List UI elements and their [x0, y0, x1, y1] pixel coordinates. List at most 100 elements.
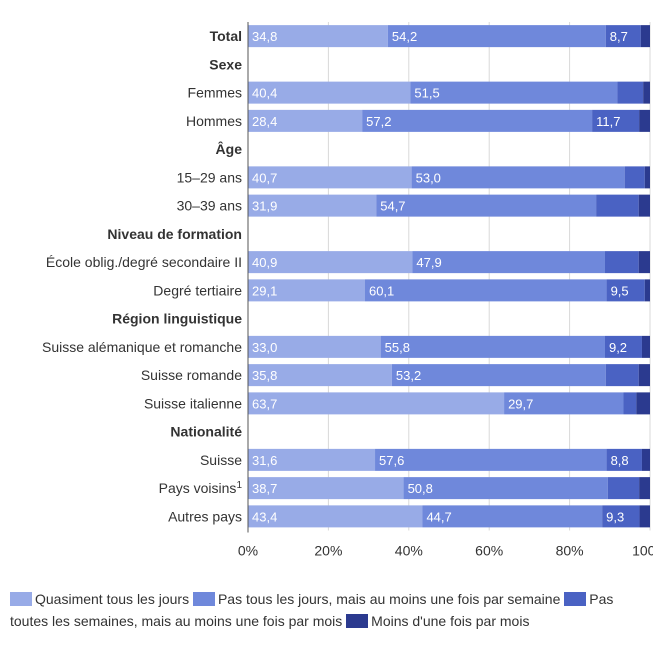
- bar-segment: [638, 194, 650, 217]
- bar-segment: [606, 279, 645, 302]
- legend-item: Moins d'une fois par mois: [346, 613, 529, 629]
- bar-segment: [638, 251, 650, 274]
- bar-segment: [602, 505, 640, 528]
- data-label: 34,8: [252, 29, 277, 44]
- bar-segment: [639, 505, 650, 528]
- data-label: 40,4: [252, 86, 277, 101]
- bar-segment: [504, 392, 624, 415]
- bar-segment: [248, 194, 377, 217]
- bar-segment: [364, 279, 607, 302]
- legend-label: Pas toutes les semaines, mais au moins u…: [10, 591, 614, 629]
- data-label: 43,4: [252, 509, 277, 524]
- bar-segment: [248, 505, 423, 528]
- data-label: 40,9: [252, 255, 277, 270]
- legend-swatch: [10, 592, 32, 606]
- row-label: Suisse romande: [141, 367, 242, 383]
- data-label: 54,7: [380, 199, 405, 214]
- bar-segment: [643, 81, 650, 104]
- chart: 0% 20% 40% 60% 80% 100% Total 34,8 54,2 8,7 Sexe Fe…: [42, 22, 653, 559]
- bar-segment: [248, 166, 412, 189]
- data-label: 44,7: [426, 509, 451, 524]
- bar-segment: [376, 194, 597, 217]
- x-tick-label: 80%: [556, 543, 584, 559]
- data-label: 29,7: [508, 396, 533, 411]
- data-label: 53,0: [416, 170, 441, 185]
- row-label: Femmes: [188, 85, 242, 101]
- bar-segment: [638, 364, 650, 387]
- bar-segment: [248, 279, 365, 302]
- data-label: 51,5: [414, 86, 439, 101]
- bar-segment: [375, 448, 607, 471]
- x-tick-label: 100%: [632, 543, 653, 559]
- legend-label: Moins d'une fois par mois: [371, 613, 530, 629]
- legend-swatch: [192, 592, 215, 606]
- data-label: 9,2: [609, 340, 627, 355]
- bar-segment: [422, 505, 603, 528]
- legend-item: Quasiment tous les jours: [10, 591, 189, 607]
- bar-segment: [387, 25, 606, 48]
- data-label: 50,8: [408, 481, 433, 496]
- bar-segment: [412, 251, 605, 274]
- bar-segment: [248, 392, 505, 415]
- bar-segment: [641, 335, 650, 358]
- data-label: 38,7: [252, 481, 277, 496]
- bar-segment: [362, 109, 593, 132]
- row-label: Suisse: [200, 452, 242, 468]
- data-label: 55,8: [385, 340, 410, 355]
- bar-segment: [391, 364, 606, 387]
- legend-swatch: [564, 592, 587, 606]
- bar-segment: [410, 81, 618, 104]
- x-tick-label: 20%: [314, 543, 342, 559]
- bar-segment: [596, 194, 639, 217]
- bar-segment: [592, 109, 640, 132]
- bar-segment: [604, 335, 642, 358]
- data-label: 57,6: [379, 453, 404, 468]
- bar-segment: [605, 364, 639, 387]
- data-label: 63,7: [252, 396, 277, 411]
- data-label: 53,2: [396, 368, 421, 383]
- legend: Quasiment tous les jours Pas tous les jo…: [10, 588, 650, 632]
- bar-segment: [639, 477, 650, 500]
- bar-segment: [403, 477, 608, 500]
- legend-label: Quasiment tous les jours: [35, 591, 190, 607]
- data-label: 29,1: [252, 283, 277, 298]
- bar-segment: [248, 335, 381, 358]
- row-label: Total: [210, 28, 242, 44]
- data-label: 8,8: [611, 453, 629, 468]
- bar-segment: [641, 448, 650, 471]
- group-header: Sexe: [209, 56, 242, 72]
- data-label: 8,7: [610, 29, 628, 44]
- data-label: 31,9: [252, 199, 277, 214]
- row-label: Degré tertiaire: [153, 282, 242, 298]
- bar-segment: [606, 448, 642, 471]
- x-tick-label: 60%: [475, 543, 503, 559]
- bar-segment: [644, 279, 650, 302]
- bar-segment: [248, 477, 404, 500]
- row-label: Suisse italienne: [144, 395, 242, 411]
- bar-segment: [640, 25, 650, 48]
- data-label: 9,3: [606, 509, 624, 524]
- bar-segment: [411, 166, 625, 189]
- bar-segment: [248, 364, 392, 387]
- bar-segment: [624, 166, 645, 189]
- data-label: 28,4: [252, 114, 277, 129]
- bar-segment: [636, 392, 650, 415]
- data-label: 47,9: [416, 255, 441, 270]
- data-label: 9,5: [611, 283, 629, 298]
- bar-segment: [617, 81, 644, 104]
- legend-label: Pas tous les jours, mais au moins une fo…: [217, 591, 561, 607]
- row-label: École oblig./degré secondaire II: [46, 254, 242, 270]
- data-label: 31,6: [252, 453, 277, 468]
- data-label: 11,7: [596, 114, 620, 129]
- bar-segment: [248, 81, 411, 104]
- group-header: Niveau de formation: [107, 226, 242, 242]
- row-label: Pays voisins1: [159, 480, 243, 497]
- x-tick-label: 0%: [238, 543, 258, 559]
- bar-segment: [644, 166, 650, 189]
- row-label: Suisse alémanique et romanche: [42, 339, 242, 355]
- bar-segment: [248, 25, 388, 48]
- x-tick-label: 40%: [395, 543, 423, 559]
- data-label: 35,8: [252, 368, 277, 383]
- row-label: 15–29 ans: [177, 169, 242, 185]
- data-label: 40,7: [252, 170, 277, 185]
